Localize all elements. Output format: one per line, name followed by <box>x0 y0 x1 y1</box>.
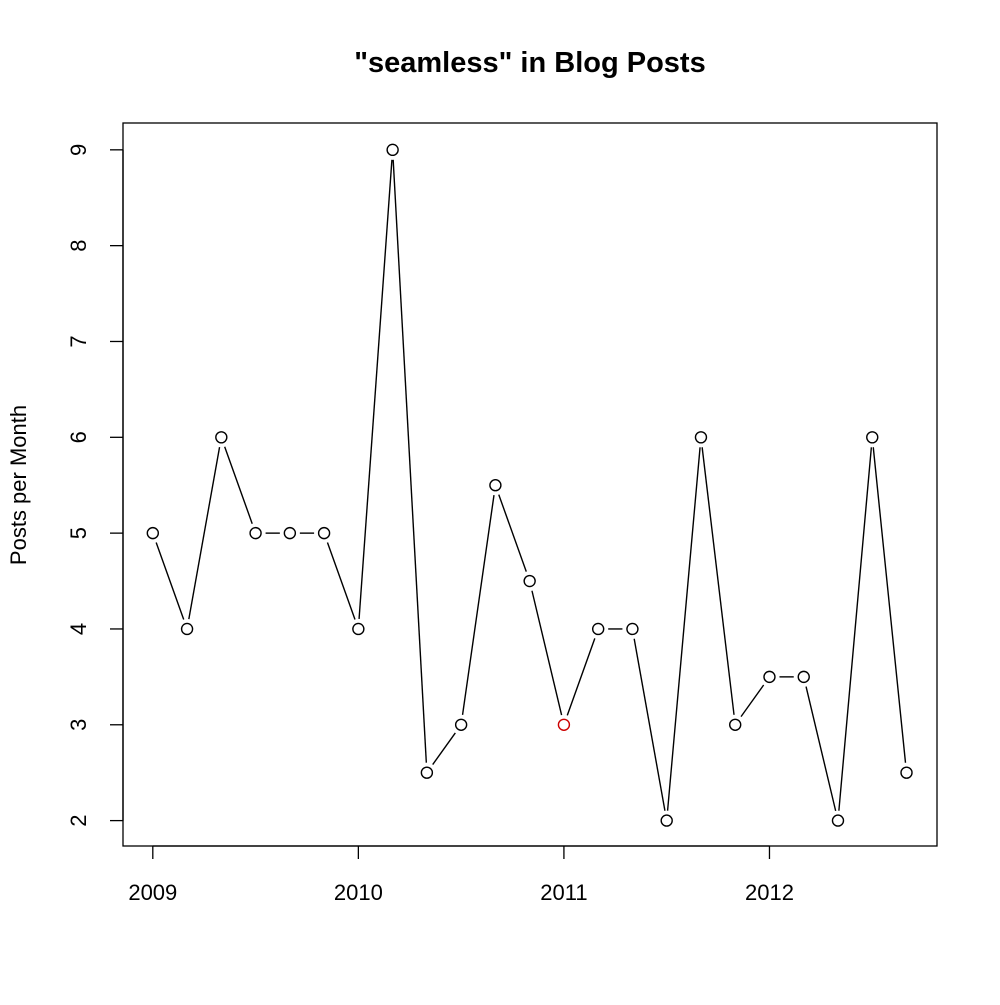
chart-title: "seamless" in Blog Posts <box>354 47 705 79</box>
data-point <box>660 814 673 827</box>
series-line-segment <box>805 686 837 812</box>
series-line-segment <box>566 638 596 716</box>
x-tick-label: 2010 <box>334 880 383 905</box>
series-line-segment <box>701 447 735 715</box>
series-line-segment <box>188 447 221 620</box>
data-point <box>317 526 331 540</box>
y-tick-label: 7 <box>66 335 91 347</box>
y-tick-label: 8 <box>66 240 91 252</box>
plot-frame <box>122 122 938 847</box>
series-line-segment <box>633 638 666 811</box>
y-tick-label: 4 <box>66 623 91 635</box>
data-point <box>557 718 571 731</box>
data-point <box>729 718 742 731</box>
series-line-segment <box>432 732 456 765</box>
data-point <box>249 526 262 540</box>
data-point <box>900 766 913 779</box>
data-point <box>591 622 605 636</box>
data-point <box>489 479 502 492</box>
series-line-segment <box>392 159 428 763</box>
data-point <box>283 526 297 540</box>
data-point <box>386 143 399 157</box>
series-line-segment <box>838 447 873 811</box>
series-line-segment <box>666 447 701 811</box>
x-tick-label: 2012 <box>745 880 794 905</box>
data-point <box>146 526 160 540</box>
series-line-segment <box>498 494 527 572</box>
series-line-segment <box>326 542 356 620</box>
data-point <box>763 670 776 684</box>
data-point <box>180 622 194 636</box>
series-line-segment <box>872 447 907 763</box>
x-axis: 2009 2010 2011 2012 <box>128 845 794 905</box>
y-axis-label: Posts per Month <box>6 405 31 565</box>
y-tick-label: 2 <box>66 814 91 826</box>
data-point <box>626 622 639 636</box>
series-line-segment <box>224 446 253 524</box>
data-point <box>215 431 228 444</box>
series-line-segment <box>358 159 393 620</box>
y-axis: 2 3 4 5 6 7 8 9 <box>66 144 124 827</box>
data-point <box>352 622 365 636</box>
data-point <box>831 814 845 827</box>
y-tick-label: 3 <box>66 719 91 731</box>
data-point <box>420 766 434 779</box>
data-point <box>797 670 810 684</box>
data-point <box>866 431 879 444</box>
data-point <box>454 718 468 731</box>
y-tick-label: 6 <box>66 431 91 443</box>
x-tick-label: 2009 <box>128 880 177 905</box>
data-point <box>694 431 708 444</box>
x-tick-label: 2011 <box>540 880 587 905</box>
series-line-segment <box>461 495 495 715</box>
y-tick-label: 9 <box>66 144 91 156</box>
y-tick-label: 5 <box>66 527 91 539</box>
data-point <box>523 574 536 588</box>
series-group <box>146 143 913 827</box>
series-line-segment <box>155 542 185 620</box>
series-line-segment <box>740 684 765 718</box>
series-line-segment <box>531 590 563 716</box>
